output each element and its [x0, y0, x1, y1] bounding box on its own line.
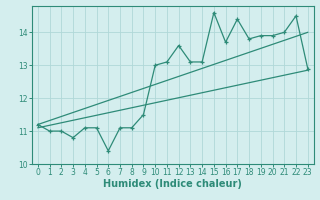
- X-axis label: Humidex (Indice chaleur): Humidex (Indice chaleur): [103, 179, 242, 189]
